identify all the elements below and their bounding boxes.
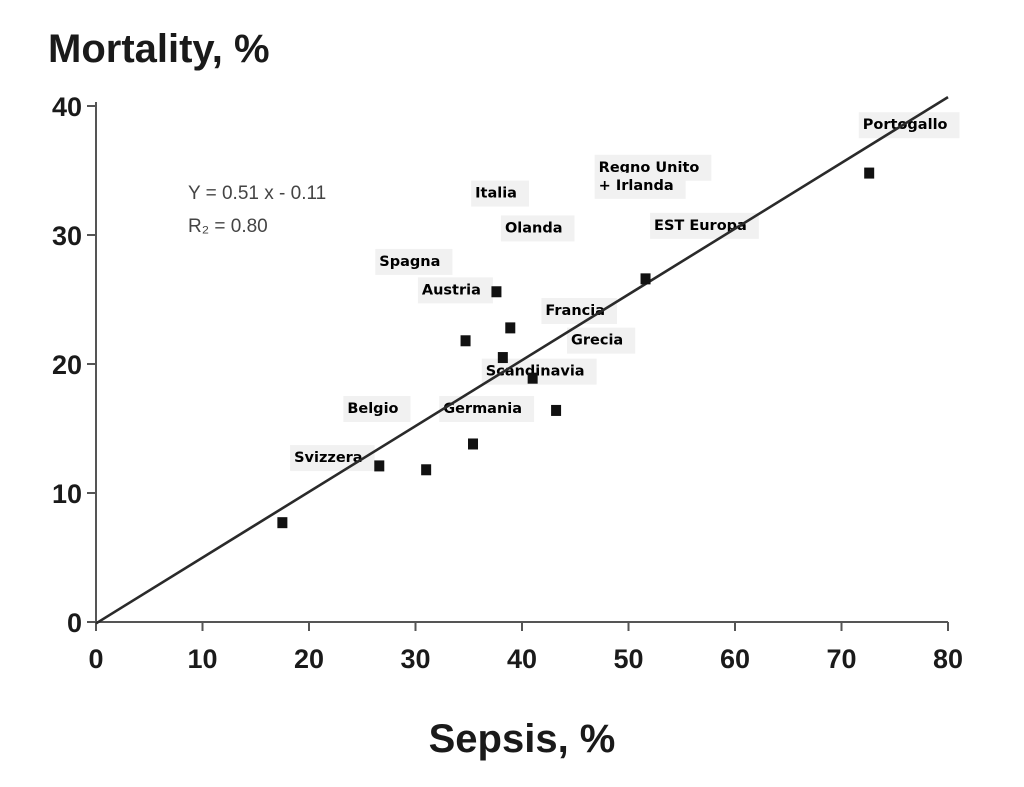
- country-label-background: [375, 248, 453, 275]
- data-point: [468, 438, 479, 450]
- data-point: [421, 464, 432, 476]
- data-point: [505, 322, 516, 334]
- data-point: [491, 286, 502, 298]
- data-point: [551, 404, 562, 416]
- country-label-group: Spagna: [375, 248, 453, 275]
- axes: 0 10 20 30 40 50 60 70 80 0 10 20 30 40: [52, 92, 963, 674]
- y-tick-label: 30: [52, 221, 82, 251]
- country-label: Olanda: [505, 220, 563, 236]
- country-label: Austria: [422, 282, 481, 298]
- country-label-group: Austria: [417, 277, 493, 304]
- data-point: [374, 460, 385, 472]
- x-tick-label: 80: [933, 644, 963, 674]
- data-point: [497, 352, 508, 364]
- y-tick-label: 0: [67, 608, 82, 638]
- country-label-group: Italia: [471, 180, 529, 207]
- country-label: Germania: [443, 401, 522, 417]
- country-label: Grecia: [571, 333, 623, 349]
- x-tick-label: 40: [507, 644, 537, 674]
- regression-line: [95, 95, 949, 625]
- country-label-background: [417, 277, 493, 304]
- country-label-background: [541, 297, 618, 324]
- data-point: [864, 167, 875, 179]
- country-label: Regno Unito: [599, 160, 700, 176]
- country-label-background: [594, 172, 686, 199]
- country-label: EST Europa: [654, 218, 747, 234]
- country-label-group: Svizzera: [290, 445, 375, 472]
- y-tick-label: 10: [52, 479, 82, 509]
- country-label: Francia: [545, 303, 605, 319]
- country-label: Italia: [475, 186, 517, 202]
- country-label-background: [500, 215, 575, 242]
- country-label-group: Grecia: [566, 327, 636, 354]
- y-axis-title: Mortality, %: [48, 27, 270, 71]
- y-tick-label: 20: [52, 350, 82, 380]
- country-label: Portogallo: [863, 117, 948, 133]
- country-label-group: Olanda: [500, 215, 575, 242]
- x-tick-label: 0: [88, 644, 103, 674]
- country-label-background: [858, 112, 960, 139]
- country-label-group: EST Europa: [650, 212, 759, 239]
- x-tick-label: 70: [826, 644, 856, 674]
- x-tick-label: 60: [720, 644, 750, 674]
- country-label-background: [343, 396, 411, 423]
- country-label-background: [471, 180, 529, 207]
- data-point: [527, 372, 538, 384]
- country-label-group: + Irlanda: [594, 172, 686, 199]
- x-axis-title: Sepsis, %: [429, 717, 616, 761]
- data-points: [277, 167, 875, 529]
- country-label-background: [290, 445, 375, 472]
- country-label: Belgio: [347, 401, 398, 417]
- country-label: + Irlanda: [599, 178, 674, 194]
- y-tick-label: 40: [52, 92, 82, 122]
- country-label-group: Germania: [439, 396, 535, 423]
- x-tick-label: 10: [187, 644, 217, 674]
- trend-equation: Y = 0.51 x - 0.11: [188, 183, 326, 204]
- x-tick-label: 50: [613, 644, 643, 674]
- data-point: [640, 273, 651, 285]
- data-point: [277, 517, 288, 529]
- x-tick-label: 30: [400, 644, 430, 674]
- annotation-layer: Portogallo Regno Unito + Irlanda Italia Olan…: [290, 112, 960, 472]
- country-label-group: Portogallo: [858, 112, 960, 139]
- trend-r-squared: R₂ = 0.80: [188, 216, 268, 237]
- country-label: Spagna: [379, 254, 440, 270]
- country-label-group: Francia: [541, 297, 618, 324]
- x-tick-label: 20: [294, 644, 324, 674]
- country-label: Svizzera: [294, 450, 363, 466]
- country-label-group: Belgio: [343, 396, 411, 423]
- data-point: [460, 335, 471, 347]
- country-label-background: [566, 327, 636, 354]
- trendline-layer: [95, 95, 949, 625]
